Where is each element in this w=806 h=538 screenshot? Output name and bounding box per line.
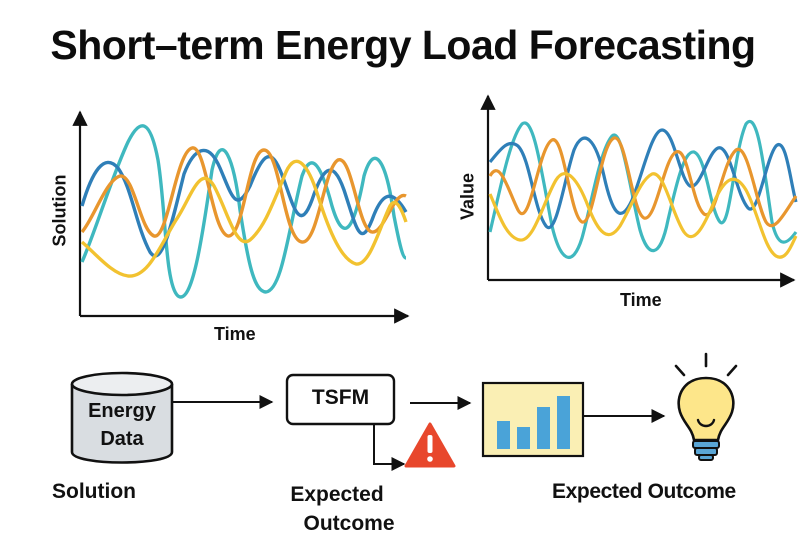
database-icon [70,371,174,464]
page-title: Short–term Energy Load Forecasting [50,22,756,68]
tsfm-label: TSFM [311,386,370,409]
left-series-orange [80,146,407,244]
lightbulb-icon [674,352,738,461]
warning-icon [404,422,456,468]
tsfm-box [285,373,396,426]
right-chart-x-label: Time [620,290,662,310]
caption-expected-outcome-middle: Expected Outcome [268,480,418,538]
arrow-model-to-warning [373,424,406,471]
right-series-orange [488,136,798,228]
bar-chart-icon [481,381,585,458]
left-chart-x-label: Time [214,324,256,344]
caption-expected-line2: Outcome [303,512,395,535]
left-series-blue [80,148,408,258]
caption-expected-line1: Expected [290,483,384,506]
database-label-line1: Energy [88,400,156,422]
left-series-teal [80,124,407,299]
left-chart-y-label: Solution [49,174,70,247]
caption-expected-outcome-right: Expected Outcome [552,480,736,503]
left-series-yellow [80,159,408,278]
database-label-line2: Data [100,428,144,450]
right-chart-y-label: Value [457,172,478,221]
right-chart [480,94,798,288]
right-series-teal [488,119,798,259]
left-chart [72,110,410,324]
caption-solution: Solution [52,480,136,503]
database-label: Energy Data [72,397,172,453]
right-series-yellow [488,172,798,259]
